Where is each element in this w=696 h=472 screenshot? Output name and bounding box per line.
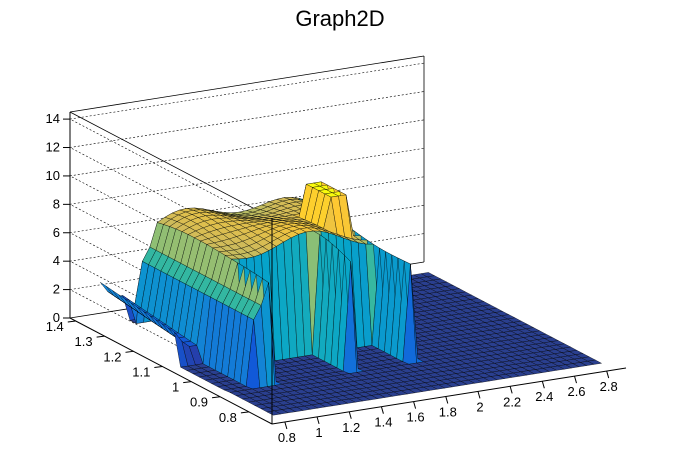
y-tick [96,335,105,338]
chart-title: Graph2D [295,6,384,31]
z-tick-label: 6 [53,225,60,240]
surface-cell [587,359,603,365]
x-tick [541,381,545,389]
x-tick-label: 1.6 [407,410,425,425]
x-tick-label: 0.8 [278,430,296,445]
x-tick-label: 1.2 [342,420,360,435]
y-tick-label: 1.3 [75,334,93,349]
z-tick-label: 2 [53,282,60,297]
y-tick [240,411,249,414]
x-tick [413,401,417,409]
y-tick [154,365,163,368]
axis-line [271,367,627,425]
x-tick-label: 2.6 [567,384,585,399]
z-tick-label: 0 [53,310,60,325]
z-tick-label: 10 [46,168,60,183]
y-tick [211,396,221,399]
x-tick [445,396,449,404]
axes: 0 2 4 6 8 10 12 14 0.8 1 1.2 1.4 1.6 1.8 2 2.2 2.4 2.6 2.8… [46,111,618,445]
y-tick-label: 1 [172,380,179,395]
surface-cell [106,286,121,300]
z-tick-label: 8 [53,196,60,211]
x-tick-label: 1.8 [439,405,457,420]
y-tick [67,320,76,323]
box-edge [69,111,273,219]
y-tick [183,381,192,384]
x-tick [284,421,288,430]
z-tick-label: 14 [46,111,60,126]
x-tick [477,391,481,399]
y-tick-label: 1.4 [46,319,64,334]
x-tick-label: 2 [476,399,483,414]
surface-cell [100,282,114,296]
x-tick [348,411,352,419]
axis-line [69,317,273,425]
x-tick [574,376,577,384]
y-tick-label: 0.8 [219,410,237,425]
surface-mesh [100,181,603,416]
x-tick-label: 1 [315,425,322,440]
x-tick-label: 1.4 [374,415,392,430]
front-frame [69,218,627,425]
x-tick-label: 2.2 [503,394,521,409]
z-tick-label: 12 [46,140,60,155]
x-tick [606,370,610,379]
x-tick [509,386,513,394]
z-tick-label: 4 [53,253,60,268]
x-tick [316,416,320,425]
y-tick-label: 0.9 [190,395,208,410]
z-gridline [69,62,425,226]
y-tick-label: 1.2 [103,349,121,364]
x-tick-label: 2.8 [600,379,618,394]
y-tick [125,350,134,353]
x-tick-label: 2.4 [535,389,553,404]
y-tick-label: 1.1 [132,364,150,379]
box-edge [69,55,425,113]
x-tick [380,406,384,414]
